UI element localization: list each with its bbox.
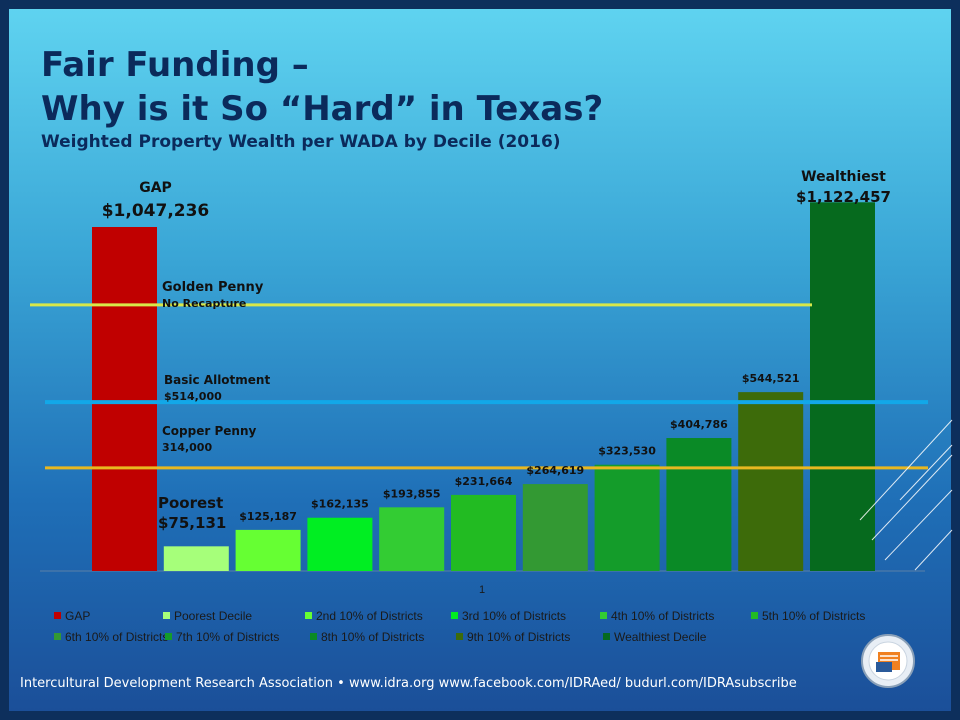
decorative-line (899, 444, 953, 501)
gap-value-label: $1,047,236 (102, 201, 210, 221)
reference-label-value: No Recapture (162, 297, 246, 310)
bar-poorest-decile (163, 546, 229, 571)
poorest-value-label: $75,131 (158, 514, 226, 532)
decorative-line (914, 529, 953, 571)
legend-label: 9th 10% of Districts (467, 630, 571, 644)
bar-7th-10-of-districts (594, 464, 660, 571)
bar-value-label: $125,187 (239, 510, 297, 523)
legend-label: 7th 10% of Districts (176, 630, 280, 644)
bar-value-label: $264,619 (526, 464, 584, 477)
legend-item: 2nd 10% of Districts (305, 609, 423, 623)
legend-item: 8th 10% of Districts (310, 630, 424, 644)
legend-item: 5th 10% of Districts (751, 609, 865, 623)
reference-label-title: Basic Allotment (164, 373, 270, 387)
gap-name-label: GAP (139, 180, 172, 196)
decorative-line (859, 419, 953, 521)
title-line-2: Why is it So “Hard” in Texas? (41, 89, 604, 129)
bar-wealthiest-decile (810, 202, 875, 571)
legend-item: 6th 10% of Districts (54, 630, 168, 644)
legend-label: GAP (65, 609, 91, 623)
legend-swatch (310, 633, 317, 640)
decorative-line (884, 489, 953, 561)
legend-label: 4th 10% of Districts (611, 609, 715, 623)
legend-swatch (751, 612, 758, 619)
legend-label: Wealthiest Decile (614, 630, 707, 644)
wealthiest-value-label: $1,122,457 (796, 188, 891, 206)
bar-4th-10-of-districts (379, 507, 445, 571)
bar-value-label: $544,521 (742, 372, 800, 385)
legend-item: Wealthiest Decile (603, 630, 706, 644)
chart-subtitle: Weighted Property Wealth per WADA by Dec… (41, 132, 561, 152)
reference-label-value: 314,000 (162, 441, 212, 454)
bar-value-label: $323,530 (598, 445, 656, 458)
reference-label-title: Golden Penny (162, 280, 264, 295)
bar-3rd-10-of-districts (307, 517, 373, 571)
legend-item: 7th 10% of Districts (165, 630, 279, 644)
legend-swatch (456, 633, 463, 640)
legend-swatch (165, 633, 172, 640)
bar-5th-10-of-districts (451, 494, 516, 571)
legend-swatch (54, 612, 61, 619)
bar-8th-10-of-districts (666, 438, 732, 571)
bar-6th-10-of-districts (522, 484, 588, 571)
legend-swatch (451, 612, 458, 619)
legend-swatch (600, 612, 607, 619)
legend-label: 3rd 10% of Districts (462, 609, 567, 623)
wealthiest-name-label: Wealthiest (801, 169, 886, 185)
slide: Fair Funding – Why is it So “Hard” in Te… (9, 9, 951, 711)
legend-item: 3rd 10% of Districts (451, 609, 566, 623)
legend-swatch (603, 633, 610, 640)
decorative-line (871, 454, 953, 541)
legend-label: Poorest Decile (174, 609, 253, 623)
bar-value-label: $404,786 (670, 418, 728, 431)
legend-item: GAP (54, 609, 90, 623)
legend-item: 4th 10% of Districts (600, 609, 714, 623)
legend-swatch (163, 612, 170, 619)
reference-label-title: Copper Penny (162, 424, 256, 438)
bar-2nd-10-of-districts (235, 529, 301, 571)
legend-label: 8th 10% of Districts (321, 630, 425, 644)
legend-swatch (54, 633, 61, 640)
bar-9th-10-of-districts (738, 392, 804, 571)
bar-value-label: $231,664 (455, 475, 513, 488)
poorest-name-label: Poorest (158, 494, 223, 512)
legend-item: 9th 10% of Districts (456, 630, 570, 644)
title-line-1: Fair Funding – (41, 45, 309, 85)
bar-value-label: $162,135 (311, 498, 369, 511)
bar-value-label: $193,855 (383, 487, 441, 500)
idra-logo-icon (861, 634, 915, 688)
footer-text: Intercultural Development Research Assoc… (20, 676, 797, 691)
reference-label-value: $514,000 (164, 390, 222, 403)
legend-swatch (305, 612, 312, 619)
bar-gap (92, 227, 157, 571)
legend-label: 2nd 10% of Districts (316, 609, 423, 623)
legend-item: Poorest Decile (163, 609, 252, 623)
legend-label: 5th 10% of Districts (762, 609, 866, 623)
x-tick-label: 1 (479, 584, 485, 596)
legend-label: 6th 10% of Districts (65, 630, 169, 644)
